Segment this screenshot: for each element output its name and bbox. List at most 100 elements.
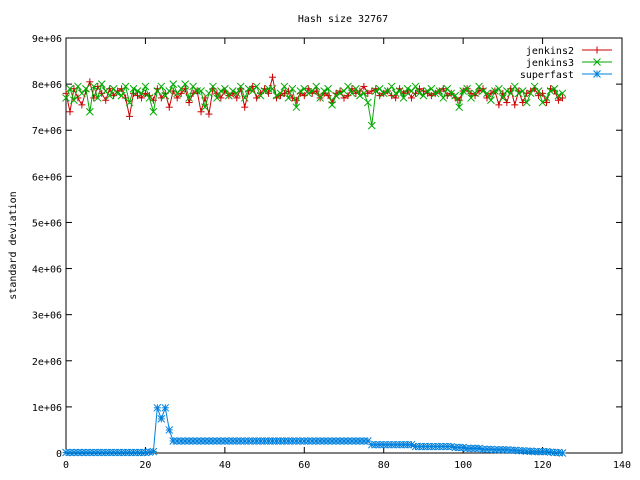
data-point-jenkins2 [66,108,74,116]
data-point-jenkins3 [260,87,269,95]
data-point-jenkins2 [217,94,225,102]
data-point-jenkins3 [439,94,448,102]
x-tick-label: 100 [454,460,472,471]
data-point-jenkins2 [173,94,181,102]
data-point-jenkins3 [296,87,305,95]
data-point-jenkins3 [165,87,174,95]
data-point-superfast [161,403,170,412]
data-point-jenkins3 [328,101,336,109]
data-point-jenkins3 [209,82,217,91]
y-tick-label: 3e+06 [32,311,62,322]
data-point-jenkins3 [550,84,559,93]
data-point-jenkins3 [205,89,213,98]
data-point-jenkins3 [391,89,400,98]
data-point-jenkins2 [324,92,332,100]
y-tick-label: 9e+06 [32,34,62,45]
data-point-jenkins3 [236,82,245,91]
data-point-jenkins3 [141,82,150,91]
data-point-jenkins3 [363,98,372,107]
data-point-jenkins3 [510,82,519,91]
data-point-jenkins3 [268,84,277,93]
data-point-jenkins3 [89,82,98,91]
data-point-jenkins3 [522,98,531,107]
data-point-jenkins3 [344,82,352,91]
data-point-jenkins3 [93,94,102,102]
data-point-jenkins3 [169,80,178,88]
data-point-jenkins3 [244,84,253,93]
data-point-jenkins2 [368,87,376,95]
data-point-jenkins3 [487,96,495,105]
data-point-jenkins2 [177,89,185,97]
data-point-jenkins3 [483,89,491,98]
x-tick-label: 60 [298,460,310,471]
data-point-jenkins3 [499,94,507,102]
data-point-jenkins3 [97,80,106,88]
data-point-jenkins2 [408,94,416,102]
data-point-jenkins3 [399,94,408,102]
data-point-jenkins3 [360,89,368,98]
data-point-jenkins3 [471,89,479,98]
legend-marker-jenkins3 [593,58,601,66]
data-point-jenkins3 [113,89,122,98]
legend-marker-superfast [593,70,601,78]
data-point-jenkins2 [292,96,300,104]
axis-ticks: 0 20 40 60 80 100 120 140 0 1e+06 2e+06 3e+06 4e+06 5… [32,34,631,471]
data-point-jenkins3 [542,94,551,102]
data-point-jenkins2 [126,112,134,120]
data-point-jenkins2 [197,108,205,116]
data-point-jenkins3 [232,89,241,98]
y-axis-label: standard deviation [8,191,19,299]
data-point-jenkins3 [387,82,396,91]
data-point-jenkins3 [431,89,440,98]
data-point-jenkins3 [352,84,360,93]
data-point-jenkins3 [411,82,420,91]
data-point-jenkins2 [340,94,348,102]
data-point-jenkins3 [129,84,138,93]
data-point-jenkins3 [447,89,456,98]
y-tick-label: 2e+06 [32,357,62,368]
legend-label-jenkins2: jenkins2 [526,46,574,57]
legend-marker-jenkins2 [593,46,601,54]
data-point-superfast [558,449,567,457]
data-point-jenkins2 [312,87,320,95]
data-point-jenkins3 [288,84,297,93]
x-tick-label: 140 [613,460,631,471]
data-point-jenkins2 [519,99,527,107]
series-line-jenkins3 [65,82,563,126]
data-point-superfast [149,447,158,456]
data-point-jenkins3 [435,87,444,95]
y-tick-label: 5e+06 [32,218,62,229]
y-tick-label: 7e+06 [32,126,62,137]
data-point-jenkins3 [546,87,555,95]
data-point-jenkins3 [371,87,380,95]
data-point-jenkins2 [205,110,213,118]
data-point-jenkins3 [276,89,285,98]
data-point-jenkins3 [463,84,471,93]
y-tick-label: 6e+06 [32,172,62,183]
data-point-jenkins3 [367,121,376,130]
series-jenkins3 [62,80,567,130]
data-point-jenkins3 [534,87,543,95]
data-point-jenkins3 [82,84,90,93]
data-point-jenkins3 [491,87,499,95]
series-layer [62,73,567,457]
data-point-jenkins3 [514,89,523,98]
data-point-jenkins3 [137,89,146,98]
data-point-jenkins2 [78,101,86,109]
data-point-jenkins3 [117,91,126,100]
data-point-jenkins2 [102,96,110,104]
data-point-jenkins2 [90,94,98,102]
data-point-jenkins3 [403,84,412,93]
data-point-jenkins3 [240,94,249,102]
y-tick-label: 0 [56,449,62,460]
data-point-jenkins3 [423,87,432,95]
data-point-jenkins3 [479,87,487,95]
series-superfast [62,403,567,457]
data-point-jenkins3 [332,91,340,100]
data-point-jenkins3 [121,82,130,91]
data-point-jenkins2 [360,82,368,90]
y-tick-label: 4e+06 [32,265,62,276]
data-point-jenkins2 [185,99,193,107]
data-point-jenkins2 [495,101,503,109]
